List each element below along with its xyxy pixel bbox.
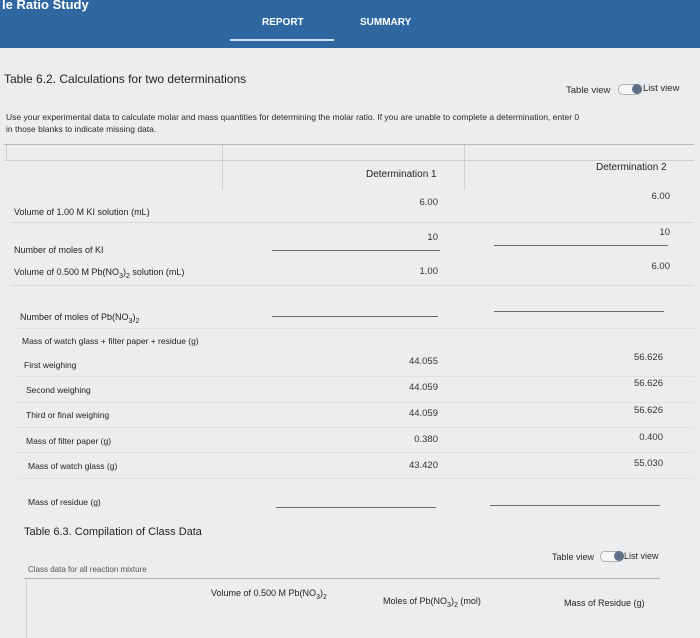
vol-ki-d1[interactable]: 6.00 — [419, 197, 439, 208]
third-weighing-d2[interactable]: 56.626 — [633, 405, 663, 416]
moles-ki-d2[interactable]: 10 — [659, 227, 670, 238]
filter-paper-d2[interactable]: 0.400 — [639, 432, 663, 443]
list-view-label-2[interactable]: List view — [624, 551, 659, 561]
view-toggle-2[interactable] — [600, 551, 624, 562]
vol-pb-d1[interactable]: 1.00 — [419, 266, 439, 277]
first-weighing-d2[interactable]: 56.626 — [633, 352, 663, 363]
table-6-3-title: Table 6.3. Compilation of Class Data — [24, 526, 202, 538]
class-data-caption: Class data for all reaction mixture — [28, 565, 147, 574]
vol-pb-d2[interactable]: 6.00 — [651, 261, 671, 272]
second-weighing-d1[interactable]: 44.059 — [408, 382, 438, 393]
second-weighing-d2[interactable]: 56.626 — [633, 378, 663, 389]
row-divider — [16, 427, 694, 428]
view-toggle[interactable] — [618, 84, 642, 95]
row-divider — [16, 402, 694, 403]
col-divider — [222, 145, 223, 190]
vol-ki-d2[interactable]: 6.00 — [651, 191, 671, 202]
col-header-volume-pb: Volume of 0.500 M Pb(NO3)2 — [211, 588, 327, 601]
row-divider — [16, 452, 694, 453]
moles-pb-d2-blank[interactable] — [494, 311, 664, 312]
residue-d2-blank[interactable] — [490, 505, 660, 506]
toggle-knob-icon — [632, 84, 642, 94]
tab-summary[interactable]: SUMMARY — [360, 17, 412, 28]
col-header-moles-pb: Moles of Pb(NO3)2 (mol) — [383, 596, 481, 609]
instructions-line-2: in those blanks to indicate missing data… — [6, 124, 157, 134]
moles-pb-d1-blank[interactable] — [272, 316, 438, 317]
col-header-determination-2: Determination 2 — [596, 162, 667, 173]
row-label-residue: Mass of residue (g) — [28, 497, 101, 507]
moles-ki-d1-underline — [272, 250, 440, 251]
row-label-moles-ki: Number of moles of KI — [14, 245, 104, 255]
col-header-determination-1: Determination 1 — [366, 169, 437, 180]
row-label-volume-pb: Volume of 0.500 M Pb(NO3)2 solution (mL) — [14, 267, 185, 280]
row-divider — [4, 160, 694, 161]
col-header-mass-residue: Mass of Residue (g) — [564, 598, 645, 608]
tab-report[interactable]: REPORT — [262, 17, 304, 28]
col-divider — [6, 145, 7, 160]
first-weighing-d1[interactable]: 44.055 — [408, 356, 438, 367]
row-label-moles-pb: Number of moles of Pb(NO3)2 — [20, 312, 140, 325]
row-divider — [10, 222, 694, 223]
row-divider — [14, 328, 694, 329]
table-view-label[interactable]: Table view — [566, 85, 611, 96]
row-label-third-weighing: Third or final weighing — [26, 410, 110, 420]
moles-ki-d2-underline — [494, 245, 668, 246]
app-title: le Ratio Study — [2, 0, 89, 12]
third-weighing-d1[interactable]: 44.059 — [408, 408, 438, 419]
row-label-second-weighing: Second weighing — [26, 385, 91, 395]
row-label-first-weighing: First weighing — [24, 360, 77, 370]
row-label-mass-group: Mass of watch glass + filter paper + res… — [22, 336, 199, 346]
toggle-knob-icon — [614, 551, 624, 561]
app-header: le Ratio Study REPORT SUMMARY — [0, 0, 700, 48]
table-top-border — [4, 144, 694, 145]
residue-d1-blank[interactable] — [276, 507, 436, 508]
watch-glass-d1[interactable]: 43.420 — [408, 460, 438, 471]
active-tab-indicator — [230, 39, 334, 41]
instructions-line-1: Use your experimental data to calculate … — [6, 112, 580, 122]
table-6-3-top-border — [24, 578, 660, 579]
row-label-filter-paper: Mass of filter paper (g) — [26, 436, 112, 446]
watch-glass-d2[interactable]: 55.030 — [633, 458, 663, 469]
list-view-label[interactable]: List view — [643, 83, 680, 94]
row-divider — [18, 478, 694, 479]
col-divider — [26, 579, 27, 638]
row-label-watch-glass: Mass of watch glass (g) — [28, 461, 118, 471]
col-divider — [464, 145, 465, 190]
row-divider — [10, 285, 694, 286]
table-view-label-2[interactable]: Table view — [552, 552, 595, 562]
table-6-2-title: Table 6.2. Calculations for two determin… — [4, 72, 247, 86]
row-label-volume-ki: Volume of 1.00 M KI solution (mL) — [14, 207, 150, 217]
moles-ki-d1[interactable]: 10 — [427, 232, 438, 243]
row-divider — [16, 376, 694, 377]
filter-paper-d1[interactable]: 0.380 — [414, 434, 438, 445]
